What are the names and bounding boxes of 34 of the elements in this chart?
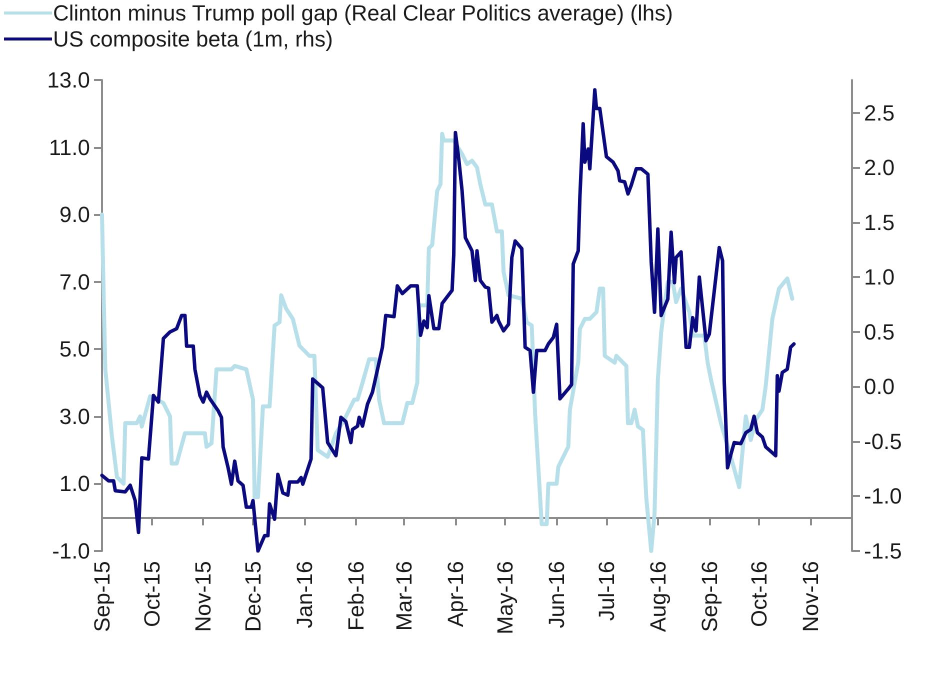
y-tick-label: 13.0 <box>47 68 90 92</box>
x-tick-label: Feb-16 <box>343 561 368 631</box>
y-tick-label: 3.0 <box>59 404 90 429</box>
y2-tick-label: 0.0 <box>864 374 895 400</box>
y-tick-label: -1.0 <box>52 538 90 564</box>
x-tick-label: Dec-15 <box>240 561 266 632</box>
x-tick-label: Mar-16 <box>391 561 416 631</box>
x-tick-label: Sep-15 <box>90 561 114 632</box>
y-tick-label: 1.0 <box>59 471 90 496</box>
y2-tick-label: 0.5 <box>864 319 895 344</box>
y2-tick-label: -0.5 <box>864 428 902 454</box>
x-tick-label: Oct-16 <box>746 561 772 628</box>
x-tick-label: Nov-16 <box>798 561 824 632</box>
legend-label: US composite beta (1m, rhs) <box>53 26 333 52</box>
y2-tick-label: 1.5 <box>864 210 895 235</box>
y2-tick-label: -1.5 <box>864 538 902 564</box>
x-tick-label: Aug-16 <box>645 561 670 632</box>
x-tick-label: Jul-16 <box>594 561 619 621</box>
x-tick-label: Nov-15 <box>190 561 216 632</box>
x-tick-label: Jun-16 <box>544 561 570 628</box>
y2-tick-label: 2.0 <box>864 155 895 180</box>
y-tick-label: 9.0 <box>59 202 90 228</box>
legend-label: Clinton minus Trump poll gap (Real Clear Politics average) (lhs) <box>53 0 673 26</box>
y-tick-label: 7.0 <box>59 269 90 294</box>
x-tick-label: Oct-15 <box>139 561 164 628</box>
y2-tick-label: 2.5 <box>864 100 895 126</box>
y2-tick-label: 1.0 <box>864 264 895 290</box>
y-tick-label: 11.0 <box>48 134 90 160</box>
x-tick-label: Jan-16 <box>292 561 317 628</box>
y-tick-label: 5.0 <box>59 336 90 362</box>
x-tick-label: Apr-16 <box>442 561 468 628</box>
y2-tick-label: -1.0 <box>864 484 902 509</box>
x-tick-label: Sep-16 <box>696 561 722 632</box>
x-tick-label: May-16 <box>492 561 518 634</box>
